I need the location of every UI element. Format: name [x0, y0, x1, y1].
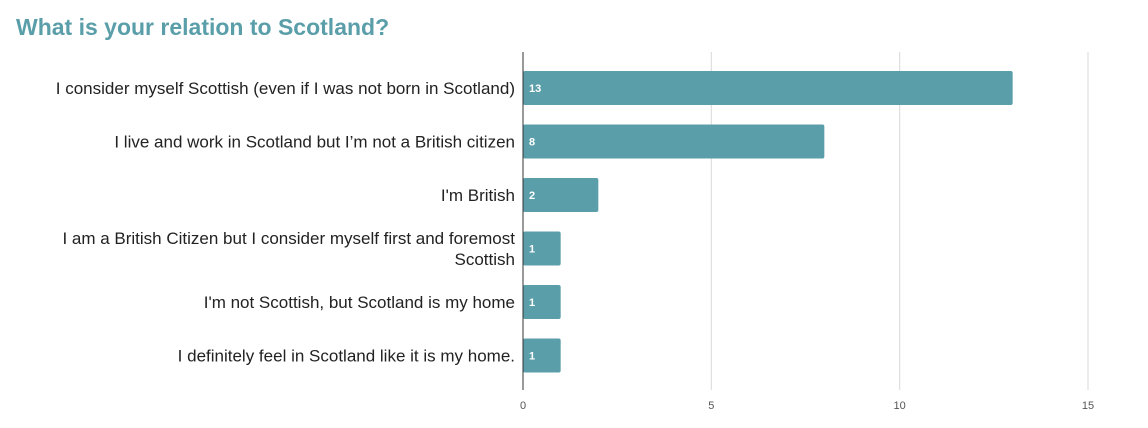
category-labels: I consider myself Scottish (even if I wa… [56, 79, 515, 366]
bar [523, 71, 1013, 105]
category-label: I am a British Citizen but I consider my… [62, 229, 515, 269]
data-label: 1 [529, 351, 535, 363]
bar [523, 231, 561, 266]
bar [523, 124, 825, 159]
category-label-line: I am a British Citizen but I consider my… [62, 229, 515, 248]
bars: 13 8 2 1 1 1 [523, 71, 1013, 373]
data-label: 2 [529, 190, 535, 202]
category-label: I definitely feel in Scotland like it is… [178, 347, 515, 366]
category-label-line: I live and work in Scotland but I’m not … [114, 133, 515, 152]
bar [523, 178, 599, 212]
x-axis-ticks: 0 5 10 15 [520, 400, 1094, 412]
category-label: I'm not Scottish, but Scotland is my hom… [204, 293, 515, 312]
bar [523, 338, 561, 373]
category-label: I live and work in Scotland but I’m not … [114, 133, 515, 152]
category-label: I'm British [441, 186, 515, 205]
data-label: 8 [529, 137, 535, 149]
category-label-line: I'm British [441, 186, 515, 205]
bar [523, 285, 561, 319]
x-tick-label: 5 [708, 400, 714, 412]
x-tick-label: 0 [520, 400, 526, 412]
category-label-line: I'm not Scottish, but Scotland is my hom… [204, 293, 515, 312]
category-label-line: I consider myself Scottish (even if I wa… [56, 79, 515, 98]
category-label: I consider myself Scottish (even if I wa… [56, 79, 515, 98]
data-label: 13 [529, 83, 541, 95]
category-label-line: I definitely feel in Scotland like it is… [178, 347, 515, 366]
x-tick-label: 10 [894, 400, 906, 412]
chart-title: What is your relation to Scotland? [16, 14, 390, 40]
category-label-line: Scottish [455, 250, 515, 269]
data-label: 1 [529, 297, 535, 309]
x-tick-label: 15 [1082, 400, 1094, 412]
data-label: 1 [529, 244, 535, 256]
gridlines [710, 52, 1089, 390]
